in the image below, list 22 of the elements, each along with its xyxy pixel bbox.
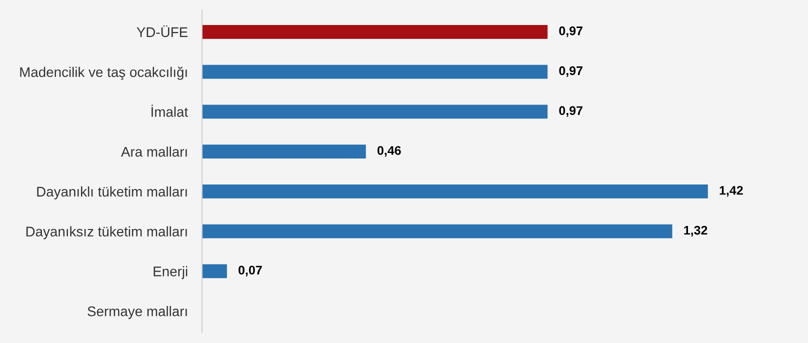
bar [202,224,672,238]
bar [202,144,366,159]
bar [202,24,548,39]
data-label: 0,07 [238,266,262,276]
y-tick-label: Enerji [154,266,188,280]
data-label: 1,42 [720,186,743,197]
y-tick-label: Ara malları [120,146,187,157]
data-label: 0,46 [377,146,401,157]
y-tick-label: YD-ÜFE [136,25,188,38]
data-label: 0,97 [559,106,582,117]
bar [202,184,708,198]
bar [202,64,548,79]
y-tick-label: Sermaye malları [88,306,187,319]
y-tick-label: Dayanıksız tüketim malları [26,226,187,240]
bar [202,264,227,278]
data-label: 0,97 [559,26,582,38]
data-label: 0,97 [559,66,582,77]
bar [202,104,548,119]
y-tick-label: Madencilik ve taş ocakcılığı [20,66,187,80]
y-tick-label: Dayanıklı tüketim malları [37,186,187,200]
y-tick-label: İmalat [152,104,188,117]
data-label: 1,32 [684,226,708,236]
